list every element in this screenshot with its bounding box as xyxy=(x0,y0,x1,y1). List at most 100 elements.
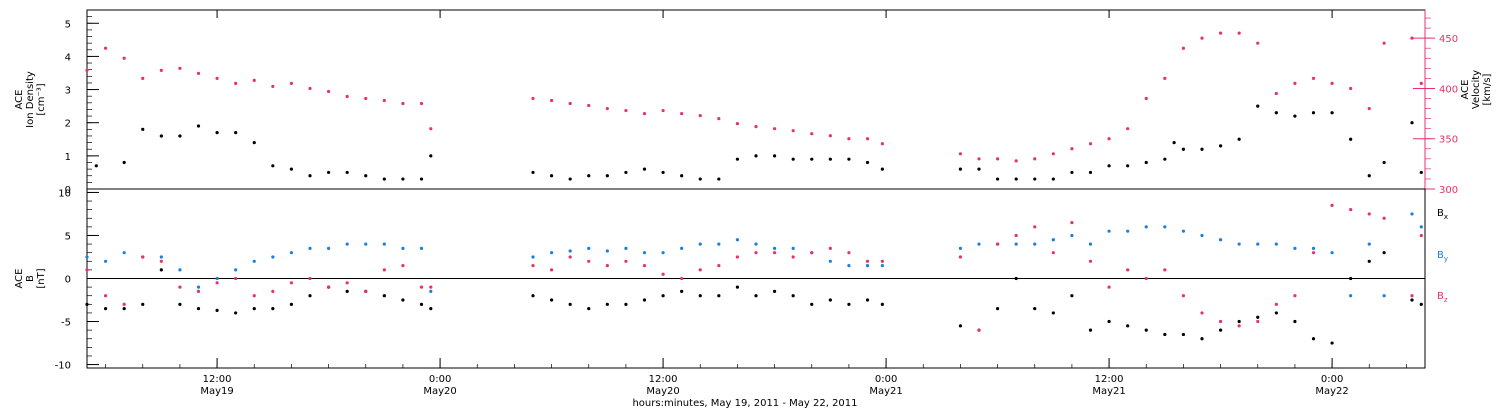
field-point-bz xyxy=(159,259,163,263)
field-point-by xyxy=(271,255,275,259)
field-point-by xyxy=(1051,238,1055,242)
field-tick-label: 0 xyxy=(65,275,71,286)
velocity-point xyxy=(401,101,405,106)
x-tick-date: May21 xyxy=(869,386,902,397)
density-point xyxy=(364,174,368,178)
field-point-bx xyxy=(1237,319,1241,324)
field-point-by xyxy=(865,263,870,268)
density-point xyxy=(1088,170,1093,175)
density-point xyxy=(977,167,981,171)
field-point-by xyxy=(624,246,628,250)
density-point xyxy=(215,131,219,135)
x-tick-time: 0:00 xyxy=(875,374,897,385)
field-point-bx xyxy=(122,307,126,311)
velocity-point xyxy=(977,157,981,161)
field-point-bz xyxy=(1382,216,1386,220)
field-tick-label: -5 xyxy=(61,318,71,329)
field-point-bz xyxy=(1410,294,1414,298)
field-point-bz xyxy=(122,302,126,306)
field-point-bx xyxy=(1107,319,1111,324)
density-point xyxy=(271,164,275,168)
field-point-bx xyxy=(103,307,108,311)
field-point-by xyxy=(735,238,740,242)
field-point-by xyxy=(791,246,795,250)
field-point-bx xyxy=(1163,332,1167,337)
field-point-by xyxy=(364,242,368,246)
velocity-point xyxy=(1070,147,1074,151)
field-point-bz xyxy=(531,263,535,268)
field-point-by xyxy=(847,263,851,268)
field-point-by xyxy=(828,259,832,263)
density-point xyxy=(828,157,832,161)
density-point xyxy=(1419,170,1423,175)
velocity-point xyxy=(995,157,1000,161)
field-point-bx xyxy=(429,307,433,311)
velocity-point xyxy=(642,111,647,116)
legend-entry-z: Bz xyxy=(1437,291,1448,304)
field-point-bz xyxy=(828,246,832,250)
density-point xyxy=(1256,104,1260,108)
field-point-by xyxy=(1218,238,1223,242)
field-point-by xyxy=(419,246,424,250)
density-point xyxy=(791,157,795,161)
field-point-bz xyxy=(1330,203,1334,207)
field-point-bz xyxy=(995,242,1000,246)
field-point-by xyxy=(178,268,182,272)
field-point-bz xyxy=(605,263,609,268)
field-point-by xyxy=(880,263,884,268)
field-point-bz xyxy=(661,272,665,276)
density-point xyxy=(196,124,201,128)
field-point-bx xyxy=(568,302,572,306)
x-tick-time: 12:00 xyxy=(203,374,232,385)
field-point-bz xyxy=(1070,220,1074,225)
field-point-bz xyxy=(382,268,386,272)
density-tick-label: 3 xyxy=(65,86,71,97)
field-point-by xyxy=(680,246,684,250)
density-point xyxy=(178,134,182,138)
field-point-by xyxy=(958,246,963,250)
field-point-bx xyxy=(810,302,814,306)
field-point-by xyxy=(1088,242,1093,246)
field-point-bx xyxy=(1200,337,1204,341)
field-point-by xyxy=(1107,229,1111,233)
field-point-bx xyxy=(847,302,851,306)
field-point-bz xyxy=(215,281,219,285)
field-point-bz xyxy=(680,276,684,281)
velocity-point xyxy=(141,76,145,80)
field-point-by xyxy=(698,242,702,246)
field-point-bz xyxy=(1033,225,1037,229)
velocity-point xyxy=(271,84,275,89)
field-point-bx xyxy=(1293,319,1297,324)
field-tick-label: -10 xyxy=(55,361,71,372)
field-point-bx xyxy=(1419,302,1423,306)
field-point-bz xyxy=(1311,251,1316,255)
density-point xyxy=(345,170,349,175)
velocity-point xyxy=(754,125,758,129)
velocity-point xyxy=(717,117,721,121)
density-point xyxy=(605,174,609,178)
density-point xyxy=(661,170,665,175)
density-point xyxy=(1070,170,1074,175)
field-point-by xyxy=(382,242,386,246)
velocity-point xyxy=(549,98,554,103)
density-point xyxy=(308,174,312,178)
field-point-by xyxy=(122,251,126,255)
field-point-bx xyxy=(549,298,554,302)
field-point-bz xyxy=(642,263,647,268)
field-point-bz xyxy=(141,255,145,259)
field-point-bz xyxy=(178,285,182,289)
density-point xyxy=(141,127,145,131)
density-point xyxy=(880,167,884,171)
velocity-point xyxy=(289,81,294,86)
field-point-by xyxy=(345,242,349,246)
density-point xyxy=(735,157,740,161)
field-point-bx xyxy=(828,298,832,302)
field-point-bz xyxy=(196,289,201,294)
field-point-by xyxy=(103,259,108,263)
density-point xyxy=(847,157,851,161)
field-point-bz xyxy=(880,259,884,263)
field-point-bz xyxy=(754,251,758,255)
field-point-by xyxy=(1367,242,1371,246)
density-point xyxy=(624,170,628,175)
density-point xyxy=(958,167,963,171)
